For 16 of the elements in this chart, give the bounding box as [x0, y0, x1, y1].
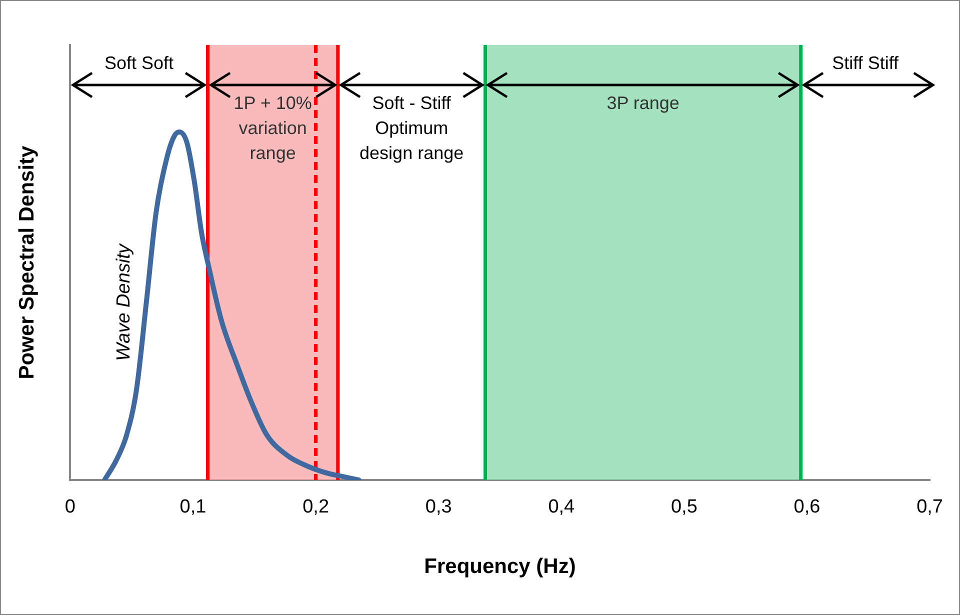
text: Wave Density — [114, 242, 135, 361]
x-tick-label: 0,6 — [794, 496, 820, 518]
x-tick-label: 0,5 — [670, 496, 698, 518]
x-tick-label: 0,2 — [302, 496, 330, 518]
y-axis-title: Power Spectral Density — [15, 145, 38, 380]
band-label: 1P + 10% variation range — [234, 92, 312, 163]
x-tick-label: 0,4 — [548, 496, 576, 518]
annotation: Soft - Stiff Optimum design range — [360, 92, 464, 163]
x-tick-label: 0,3 — [425, 496, 452, 518]
x-tick-label: 0,1 — [180, 496, 206, 518]
x-axis-title: Frequency (Hz) — [424, 555, 576, 578]
text: Stiff Stiff — [832, 52, 900, 73]
band-label: 3P range — [606, 92, 680, 113]
text: Soft Soft — [104, 52, 174, 73]
x-tick-label: 0 — [64, 496, 76, 518]
x-tick-label: 0,7 — [916, 496, 944, 518]
